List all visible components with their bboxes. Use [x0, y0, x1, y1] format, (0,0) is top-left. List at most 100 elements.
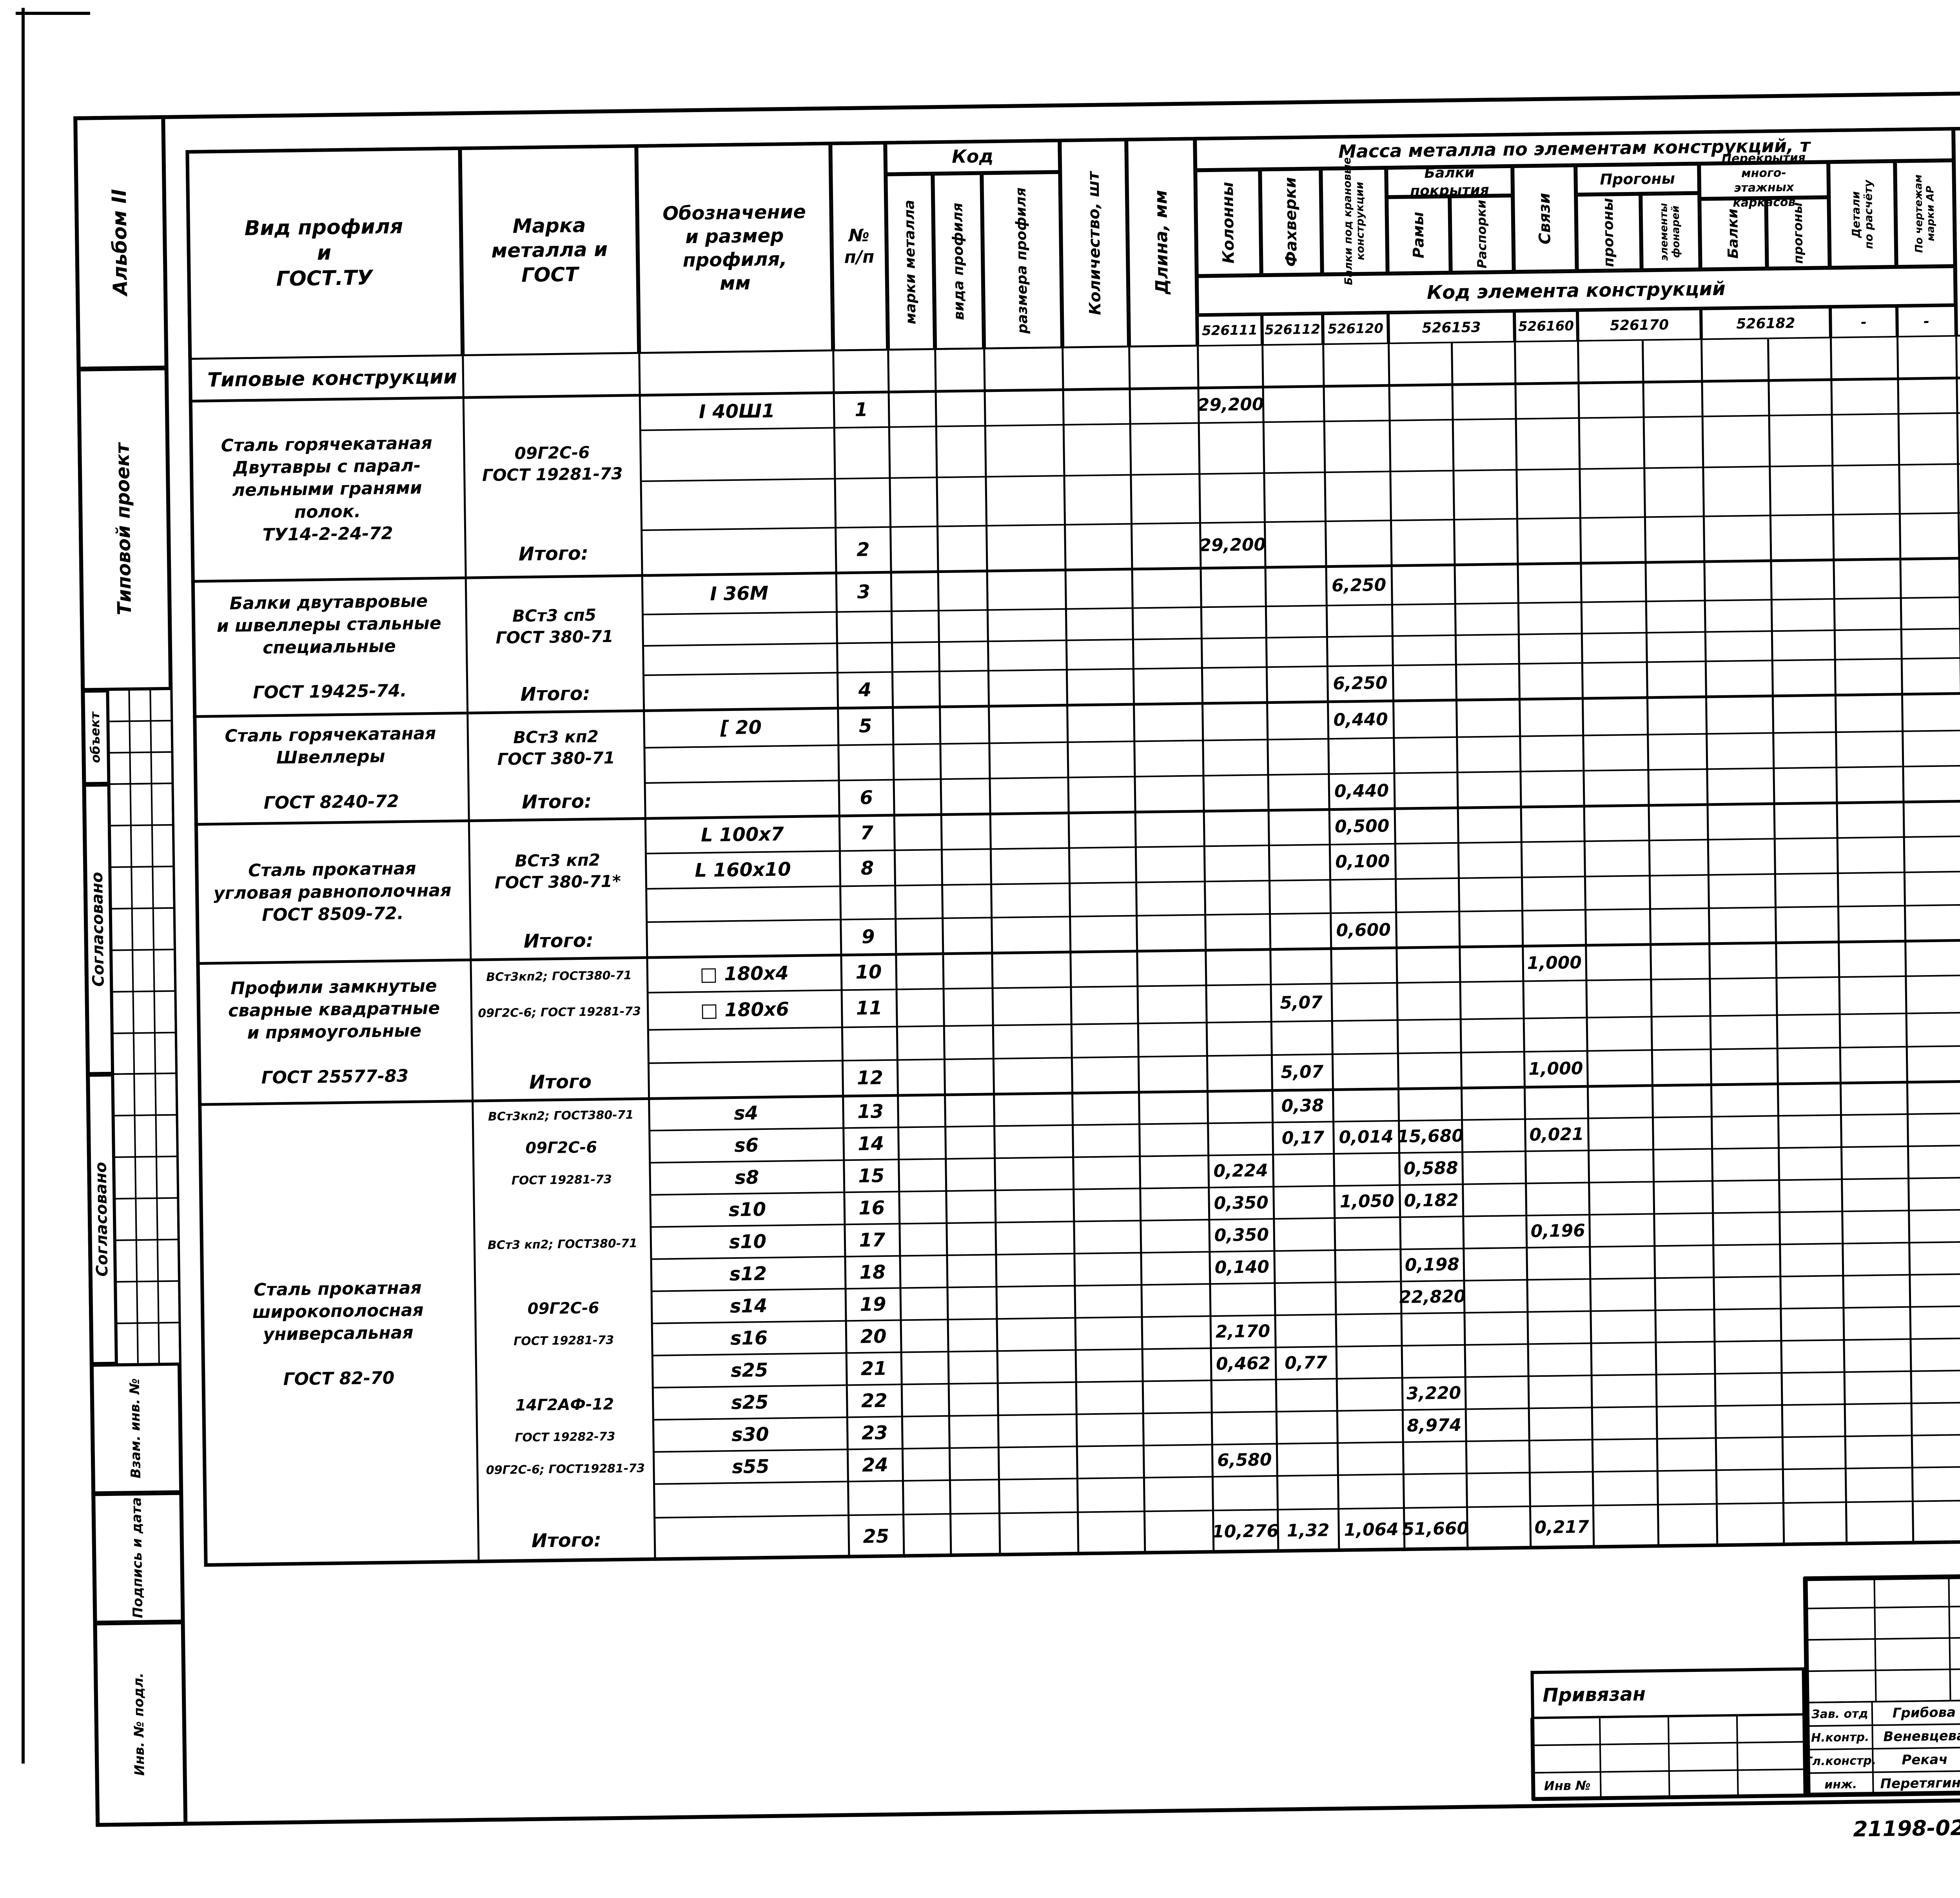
header-col-columns: Колонны	[1195, 169, 1261, 276]
profile-designation: [ 20	[720, 716, 762, 739]
header-col-floor-beams-label: Балки	[1724, 208, 1742, 259]
steel-grade: ВСт3 кп2; ГОСТ380-71	[487, 1236, 638, 1252]
code-dash-2: -	[1896, 305, 1956, 338]
header-code-size-label: размера профиля	[1013, 187, 1031, 334]
header-col-calc-details: Детали по расчёту	[1828, 161, 1896, 268]
mass-value-c4: 15,680	[1397, 1126, 1464, 1147]
header-row-number: № п/п	[830, 141, 888, 352]
mass-value-c1: 0,140	[1214, 1257, 1270, 1278]
row-number: 15	[858, 1164, 885, 1187]
header-col-crane-beams: Балки под крановые конструкции	[1321, 157, 1388, 285]
row-number: 20	[860, 1325, 887, 1348]
margin-agreed-box-2: Согласовано	[86, 1074, 117, 1365]
row-number: 10	[855, 961, 882, 983]
steel-grade-section-cell: ВСт3 кп2 ГОСТ 380-71*	[494, 850, 621, 892]
header-col-crane-beams-label: Балки под крановые конструкции	[1341, 157, 1367, 285]
mass-value-c3: 1,050	[1339, 1191, 1395, 1212]
row-number: 2	[856, 538, 870, 561]
steel-grade-section-cell: ВСт3 кп2 ГОСТ 380-71	[497, 727, 615, 769]
header-floors-group: Перекрытия много- этажных каркасов	[1699, 151, 1829, 210]
header-code-kind: вида профиля	[933, 173, 984, 350]
margin-inv-label: Инв. № подл.	[131, 1673, 148, 1776]
row-number: 8	[860, 857, 874, 879]
header-col-purlins-label: прогоны	[1600, 198, 1617, 267]
header-code-kind-label: вида профиля	[949, 203, 967, 321]
code-526112: 526112	[1262, 314, 1323, 346]
inv-number-label: Инв №	[1544, 1778, 1591, 1794]
header-profile-kind: Вид профиля и ГОСТ.ТУ	[185, 146, 463, 360]
margin-agreed-box-1: Согласовано	[82, 784, 114, 1075]
row-number: 6	[860, 787, 873, 809]
mass-value-c2: 5,07	[1281, 1062, 1324, 1083]
profile-designation: s25	[731, 1391, 769, 1414]
profile-designation: s8	[734, 1166, 759, 1189]
itogo-label: Итого:	[523, 929, 594, 952]
steel-grade: 14Г2АФ-12	[515, 1395, 614, 1415]
mass-value-c3: 6,250	[1331, 575, 1387, 596]
mass-value-c4: 22,820	[1399, 1287, 1466, 1308]
row-number: 23	[861, 1421, 888, 1444]
profile-designation: I 36М	[710, 582, 769, 605]
code-526160: 526160	[1514, 310, 1578, 343]
code-dash-1: -	[1830, 306, 1897, 339]
profile-designation: s16	[730, 1327, 768, 1350]
margin-album-box: Альбом II	[73, 115, 167, 369]
header-col-spacers: Распорки	[1450, 195, 1514, 273]
profile-kind-cell: Сталь горячекатаная Швеллеры ГОСТ 8240-7…	[225, 723, 436, 813]
code-526153: 526153	[1388, 311, 1515, 344]
header-code-group: Код	[885, 138, 1060, 174]
row-number: 1	[855, 399, 868, 421]
header-length: Длина, мм	[1126, 137, 1198, 348]
steel-grade-section-cell: ВСт3 сп5 ГОСТ 380-71	[495, 605, 614, 647]
profile-kind-cell: Типовые конструкции	[207, 365, 457, 392]
steel-grade-section-cell: 09Г2С-6 ГОСТ 19281-73	[482, 442, 623, 485]
margin-agreed-label-1: Согласовано	[88, 872, 108, 987]
header-col-frames: Рамы	[1387, 196, 1451, 274]
row-number: 9	[861, 926, 875, 948]
row-number: 7	[860, 822, 874, 844]
row-number: 18	[859, 1261, 886, 1283]
mass-value-c4: 0,182	[1404, 1190, 1459, 1211]
header-code-size: размера профиля	[982, 172, 1063, 350]
row-number: 12	[857, 1066, 884, 1089]
header-roof-beams-group: Балки покрытия	[1386, 165, 1513, 199]
mass-value-c2: 5,07	[1279, 992, 1323, 1013]
mass-value-c6: 0,217	[1534, 1517, 1590, 1538]
mass-value-c3: 0,014	[1339, 1127, 1394, 1148]
mass-value-c4: 3,220	[1406, 1383, 1461, 1404]
row-number: 24	[862, 1454, 889, 1476]
header-col-ar-drawings-label: По чертежам марки АР	[1912, 174, 1937, 253]
margin-object-label: объект	[87, 711, 103, 763]
privyazan-label: Привязан	[1542, 1683, 1646, 1706]
steel-grade: ВСт3кп2; ГОСТ380-71	[486, 968, 632, 984]
mass-value-c3: 0,500	[1334, 816, 1390, 837]
itogo-label: Итого:	[521, 790, 592, 813]
row-number: 11	[856, 997, 882, 1020]
row-number: 17	[859, 1229, 886, 1251]
mass-value-c3: 0,600	[1336, 920, 1391, 941]
mass-value-c1: 29,200	[1197, 394, 1264, 415]
margin-vzam-box: Взам. инв. №	[89, 1363, 182, 1494]
header-length-label: Длина, мм	[1151, 190, 1172, 295]
mass-value-c6: 0,021	[1529, 1124, 1584, 1145]
header-col-floor-purlins: прогоны	[1766, 197, 1830, 269]
steel-grade: ГОСТ 19281-73	[511, 1172, 612, 1187]
row-number: 22	[861, 1389, 888, 1412]
code-526170: 526170	[1577, 308, 1702, 342]
paper-edge-line	[22, 8, 25, 1764]
header-col-floor-purlins-label: прогоны	[1790, 202, 1806, 264]
header-col-floor-beams: Балки	[1699, 198, 1767, 270]
steel-grade: ВСт3кп2; ГОСТ380-71	[488, 1108, 634, 1124]
steel-grade: 09Г2С-6	[527, 1299, 599, 1318]
mass-value-total: 29,200	[1958, 377, 1960, 413]
row-number: 25	[863, 1525, 889, 1548]
profile-designation: s12	[729, 1262, 767, 1285]
header-steel-grade: Марка металла и ГОСТ	[460, 144, 639, 356]
steel-grade: ГОСТ 19281-73	[513, 1333, 614, 1348]
margin-album-label: Альбом II	[107, 189, 132, 296]
profile-designation: □ 180х4	[699, 962, 789, 985]
header-code-grade: марки металла	[886, 174, 935, 351]
profile-designation: s55	[731, 1455, 769, 1478]
